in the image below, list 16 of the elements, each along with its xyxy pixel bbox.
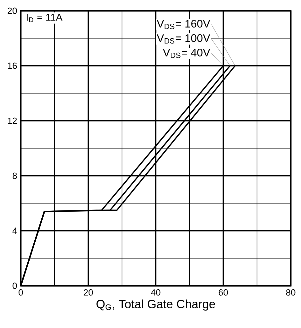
text: V$_{DS}$= 100V <box>157 34 210 44</box>
y-tick-label: 4 <box>12 228 18 234</box>
x-tick-label: 80 <box>286 290 296 296</box>
y-tick-label: 20 <box>8 8 18 14</box>
y-tick-label: 12 <box>8 118 18 124</box>
x-tick-label: 20 <box>84 290 94 296</box>
annotation: I$_{D}$ = 11A <box>26 14 63 22</box>
text: V$_{DS}$= 160V <box>157 20 210 30</box>
x-tick-label: 40 <box>151 290 161 296</box>
y-tick-label: 8 <box>12 172 18 180</box>
series-label: V$_{DS}$= 40V <box>163 48 210 58</box>
x-tick-label: 60 <box>218 290 228 296</box>
x-axis-title: Q$_{G}$, Total Gate Charge <box>96 300 216 311</box>
x-tick-label: 0 <box>18 290 24 296</box>
y-tick-label: 0 <box>12 282 18 290</box>
y-tick-label: 16 <box>8 62 18 70</box>
